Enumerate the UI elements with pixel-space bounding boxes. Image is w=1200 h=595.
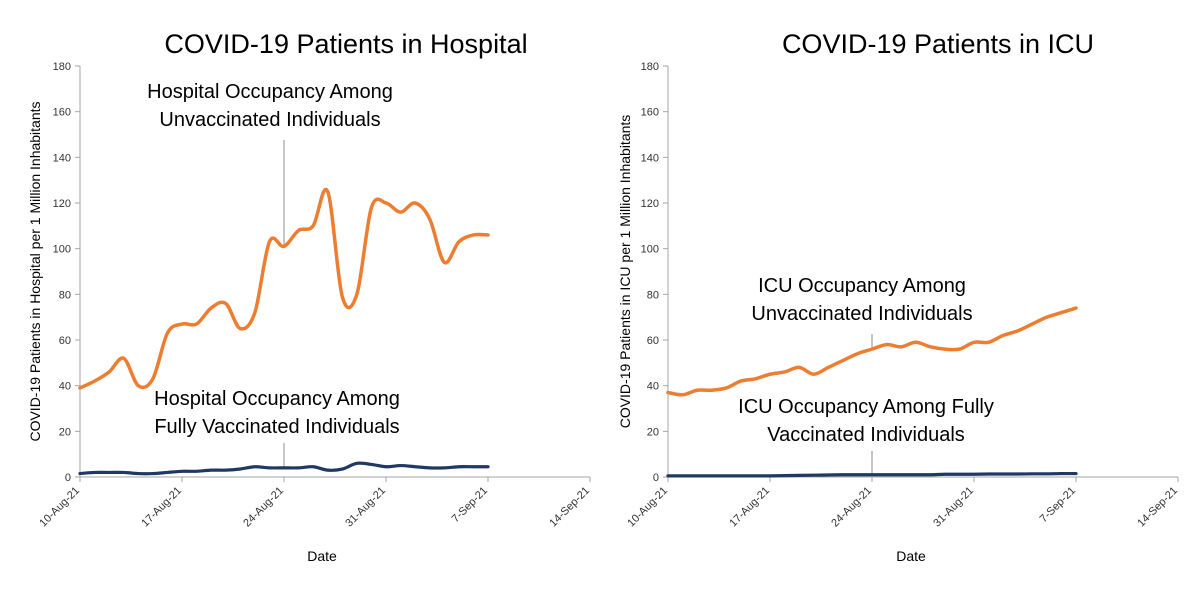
y-tick-label: 100 bbox=[641, 244, 659, 256]
y-axis-label: COVID-19 Patients in Hospital per 1 Mill… bbox=[27, 101, 43, 441]
annotation-text: ICU Occupancy Among Fully bbox=[738, 396, 994, 418]
y-tick-label: 160 bbox=[53, 107, 71, 119]
series-line-unvaccinated bbox=[78, 187, 490, 390]
y-tick-label: 60 bbox=[59, 335, 71, 347]
y-tick-label: 180 bbox=[53, 61, 71, 73]
x-tick-label: 10-Aug-21 bbox=[37, 485, 82, 530]
x-tick-label: 31-Aug-21 bbox=[931, 485, 976, 530]
annotation-text: Hospital Occupancy Among bbox=[147, 81, 393, 103]
x-tick-label: 10-Aug-21 bbox=[625, 485, 670, 530]
y-tick-label: 60 bbox=[647, 335, 659, 347]
series-line-fully-vaccinated bbox=[78, 461, 490, 476]
y-tick-label: 140 bbox=[641, 152, 659, 164]
x-tick-label: 14-Sep-21 bbox=[1135, 485, 1180, 530]
y-tick-label: 0 bbox=[653, 472, 659, 484]
x-tick-label: 24-Aug-21 bbox=[829, 485, 874, 530]
y-tick-label: 140 bbox=[53, 152, 71, 164]
y-tick-label: 0 bbox=[65, 472, 71, 484]
chart-title: COVID-19 Patients in ICU bbox=[782, 29, 1094, 59]
annotation-text: Unvaccinated Individuals bbox=[751, 303, 972, 325]
series-line-unvaccinated bbox=[666, 306, 1078, 397]
x-tick-label: 7-Sep-21 bbox=[450, 485, 490, 525]
annotation-text: Hospital Occupancy Among bbox=[154, 388, 400, 410]
y-tick-label: 100 bbox=[53, 244, 71, 256]
y-tick-label: 40 bbox=[647, 381, 659, 393]
x-axis-label: Date bbox=[896, 548, 926, 564]
annotation-text: Unvaccinated Individuals bbox=[159, 109, 380, 131]
y-tick-label: 160 bbox=[641, 107, 659, 119]
y-axis-label: COVID-19 Patients in ICU per 1 Million I… bbox=[617, 115, 633, 429]
y-tick-label: 20 bbox=[59, 426, 71, 438]
x-axis-label: Date bbox=[307, 548, 337, 564]
x-tick-label: 31-Aug-21 bbox=[343, 485, 388, 530]
chart-title: COVID-19 Patients in Hospital bbox=[164, 29, 527, 59]
chart-panel-1: COVID-19 Patients in ICU 0 20 40 60 80 100 120 1… bbox=[617, 29, 1180, 564]
x-tick-label: 17-Aug-21 bbox=[139, 485, 184, 530]
annotation-text: ICU Occupancy Among bbox=[758, 275, 966, 297]
x-tick-label: 7-Sep-21 bbox=[1038, 485, 1078, 525]
y-tick-label: 40 bbox=[59, 381, 71, 393]
annotation-text: Fully Vaccinated Individuals bbox=[154, 416, 399, 438]
y-tick-label: 180 bbox=[641, 61, 659, 73]
y-tick-label: 120 bbox=[53, 198, 71, 210]
annotation-text: Vaccinated Individuals bbox=[767, 424, 965, 446]
x-tick-label: 17-Aug-21 bbox=[727, 485, 772, 530]
y-tick-label: 20 bbox=[647, 426, 659, 438]
x-tick-label: 24-Aug-21 bbox=[241, 485, 286, 530]
x-tick-label: 14-Sep-21 bbox=[547, 485, 592, 530]
y-tick-label: 80 bbox=[647, 289, 659, 301]
y-tick-label: 80 bbox=[59, 289, 71, 301]
chart-panel-0: COVID-19 Patients in Hospital 0 20 40 60 80 10… bbox=[27, 29, 592, 564]
series-line-fully-vaccinated bbox=[666, 471, 1078, 478]
y-tick-label: 120 bbox=[641, 198, 659, 210]
